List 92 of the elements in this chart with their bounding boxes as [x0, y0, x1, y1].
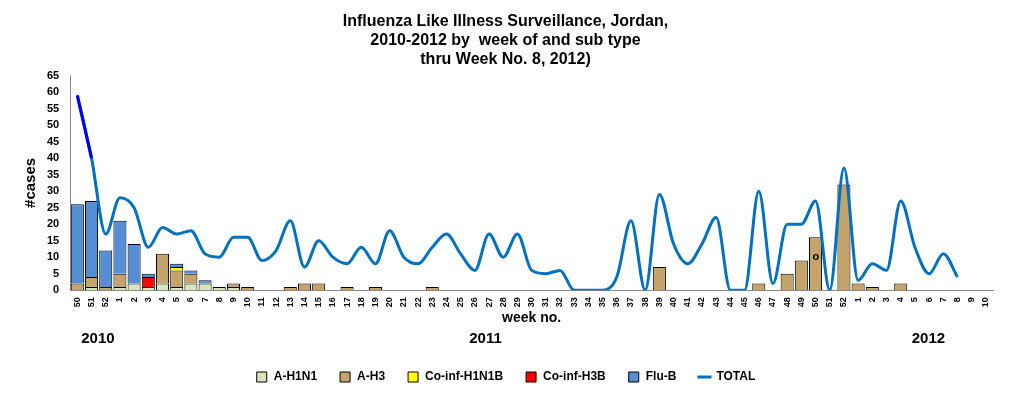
x-tick-label: 11: [256, 297, 267, 307]
x-tick-label: 4: [895, 297, 906, 303]
x-tick-label: 28: [497, 297, 508, 308]
text: 2012: [911, 329, 946, 347]
x-axis-title: week no.: [501, 309, 562, 326]
y-tick-label: 5: [53, 266, 60, 279]
y-tick-label: 0: [53, 283, 60, 296]
x-tick-label: 52: [838, 297, 849, 308]
x-tick-label: 42: [696, 297, 707, 308]
x-tick-label: 26: [469, 297, 480, 308]
x-tick-label: 17: [341, 297, 352, 308]
x-tick-label: 13: [284, 297, 295, 308]
x-tick-label: 31: [540, 297, 551, 308]
legend-label: A-H3: [357, 369, 386, 384]
x-tick-label: 5: [909, 297, 920, 303]
x-tick-label: 10: [242, 297, 253, 308]
x-tick-label: 7: [199, 297, 210, 303]
x-tick-label: 3: [881, 297, 892, 303]
y-tick-label: 30: [46, 184, 60, 197]
x-tick-label: 18: [355, 297, 366, 308]
x-tick-label: 20: [384, 297, 395, 308]
x-tick-label: 25: [455, 297, 466, 308]
x-tick-label: 30: [526, 297, 537, 308]
x-tick-label: 7: [937, 297, 948, 303]
text: 2011: [469, 329, 502, 347]
x-tick-label: 36: [611, 297, 622, 308]
x-tick-label: 45: [739, 297, 750, 308]
y-tick-label: 35: [46, 167, 60, 180]
y-tick-label: 15: [46, 233, 60, 246]
y-tick-label: 60: [46, 85, 60, 98]
x-tick-label: 44: [724, 297, 735, 308]
x-tick-label: 9: [227, 297, 238, 303]
legend-label: Co-inf-H3B: [543, 369, 607, 384]
x-tick-label: 6: [923, 297, 934, 303]
x-tick-label: 16: [327, 297, 338, 308]
x-tick-label: 51: [824, 297, 835, 308]
y-tick-label: 65: [46, 68, 60, 81]
x-tick-label: 29: [511, 297, 522, 308]
x-tick-label: 51: [86, 297, 97, 308]
y-tick-label: 40: [46, 151, 60, 164]
x-tick-label: 52: [100, 297, 111, 308]
y-tick-label: 45: [46, 134, 60, 147]
x-tick-label: 48: [781, 297, 792, 308]
x-tick-label: 43: [710, 297, 721, 308]
x-tick-label: 38: [639, 297, 650, 308]
x-tick-label: 3: [142, 297, 153, 303]
x-tick-label: 5: [171, 297, 182, 303]
legend-label: Co-inf-H1N1B: [425, 369, 504, 384]
x-tick-label: 21: [398, 297, 409, 308]
x-tick-label: 35: [597, 297, 608, 308]
x-tick-label: 41: [682, 297, 693, 308]
x-tick-label: 12: [270, 297, 281, 308]
y-tick-label: 25: [46, 200, 60, 213]
text: 2010: [81, 329, 115, 347]
legend-label: TOTAL: [716, 369, 756, 384]
x-tick-label: 23: [426, 297, 437, 308]
x-tick-label: 47: [767, 297, 778, 308]
x-tick-label: 34: [582, 297, 593, 308]
x-tick-label: 33: [568, 297, 579, 308]
x-tick-label: 8: [213, 297, 224, 303]
x-tick-label: 1: [114, 297, 125, 303]
x-tick-label: 14: [298, 297, 309, 308]
x-tick-label: 2: [866, 297, 877, 303]
x-tick-label: 27: [483, 297, 494, 308]
x-tick-label: 37: [625, 297, 636, 308]
x-tick-label: 50: [71, 297, 82, 308]
chart-title: Influenza Like Illness Surveillance, Jordan, 2010-2012 by week of and sub type thru Week No. 8, 2012): [342, 12, 669, 68]
legend-label: A-H1N1: [273, 369, 318, 384]
x-tick-label: 40: [668, 297, 679, 308]
x-tick-label: 1: [852, 297, 863, 303]
x-tick-label: 2: [128, 297, 139, 303]
y-tick-label: 50: [46, 118, 60, 131]
x-tick-label: 9: [966, 297, 977, 303]
x-tick-label: 6: [185, 297, 196, 303]
y-tick-label: 20: [46, 217, 60, 230]
x-tick-label: 10: [980, 297, 991, 308]
x-tick-label: 19: [369, 297, 380, 308]
x-tick-label: 49: [795, 297, 806, 308]
x-tick-label: 4: [157, 297, 167, 303]
x-tick-label: 32: [554, 297, 565, 308]
x-tick-label: 22: [412, 297, 423, 308]
x-tick-label: 15: [313, 297, 324, 308]
x-tick-label: 50: [810, 297, 821, 308]
annotation: o: [812, 250, 820, 263]
x-tick-label: 46: [753, 297, 764, 308]
y-tick-label: 10: [46, 250, 60, 263]
y-tick-label: 55: [46, 101, 60, 114]
x-tick-label: 39: [653, 297, 664, 308]
legend-label: Flu-B: [645, 369, 677, 384]
x-tick-label: 8: [951, 297, 962, 303]
y-axis-title: #cases: [21, 157, 39, 208]
x-tick-label: 24: [440, 297, 451, 308]
